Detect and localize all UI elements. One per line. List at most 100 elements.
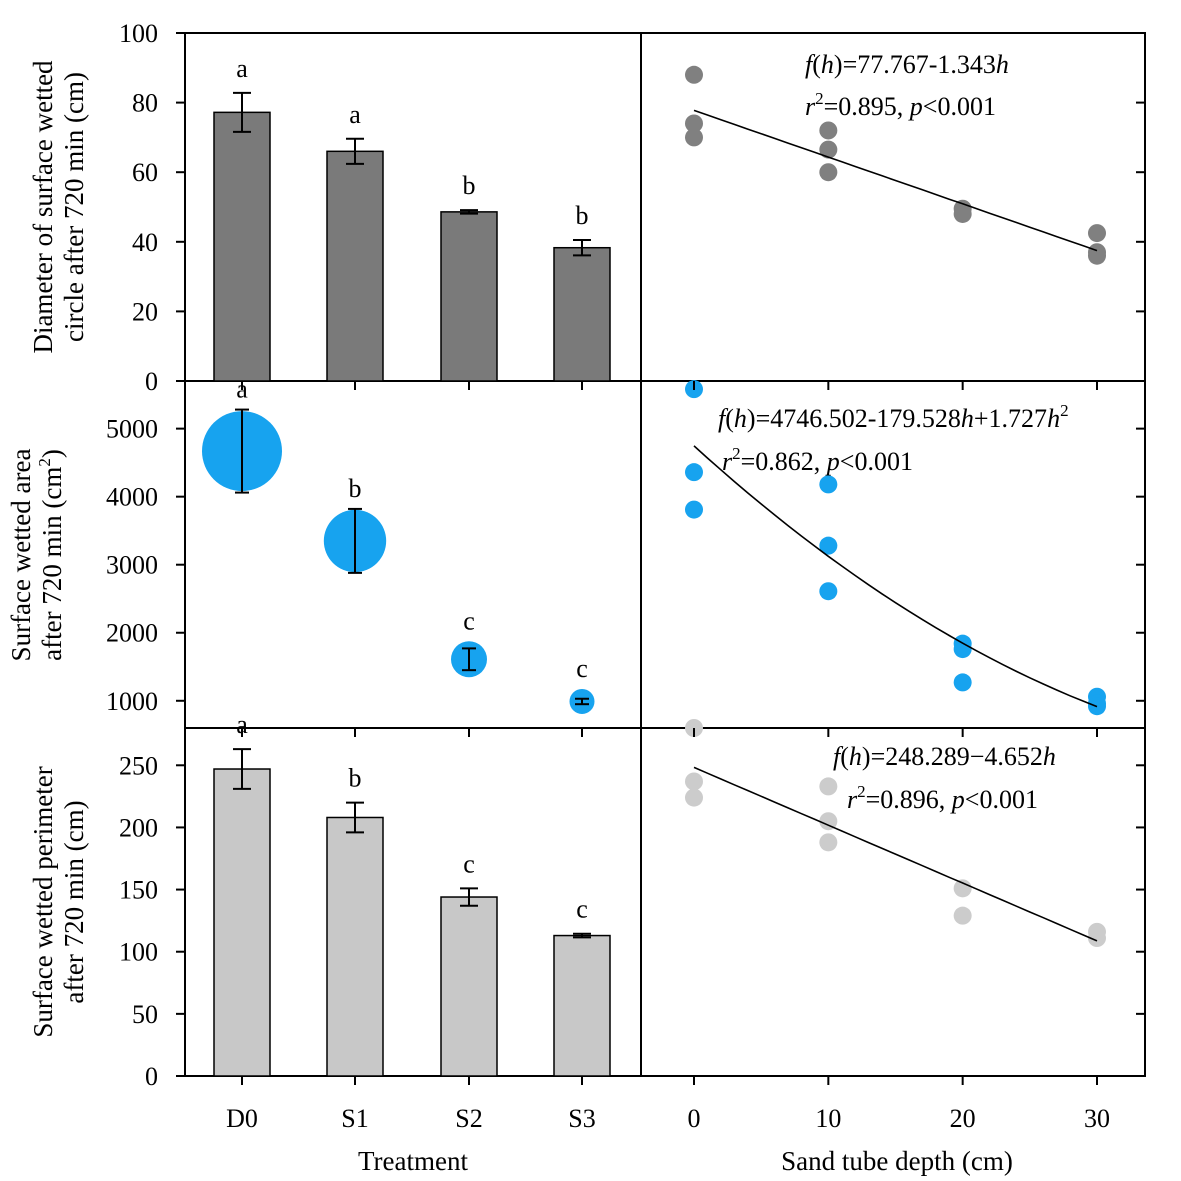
data-point bbox=[819, 812, 838, 831]
data-point bbox=[685, 463, 703, 482]
y-tick-label: 60 bbox=[132, 158, 158, 187]
panel-perimeter-bars: 0 50 100 150 200 250 a b c c bbox=[119, 710, 1145, 1091]
significance-letter: b bbox=[463, 171, 476, 200]
panel-top-right-frame bbox=[640, 32, 1146, 382]
ylabel-area-line2: after 720 min (cm2) bbox=[35, 449, 67, 661]
x-tick-label-depth: 0 bbox=[688, 1104, 701, 1133]
y-tick-label: 50 bbox=[132, 1000, 158, 1029]
significance-letter: a bbox=[236, 710, 248, 739]
significance-letter: b bbox=[349, 764, 362, 793]
ylabel-area: Surface wetted area after 720 min (cm2) bbox=[6, 449, 67, 662]
data-point bbox=[685, 788, 703, 807]
data-point bbox=[1088, 224, 1106, 243]
y-tick-label: 4000 bbox=[106, 483, 158, 512]
ylabel-perimeter-line1: Surface wetted perimeter bbox=[28, 766, 58, 1037]
panel-area-scatter bbox=[685, 380, 1106, 716]
x-tick-label-treatment: S2 bbox=[455, 1104, 482, 1133]
significance-letter: c bbox=[463, 849, 475, 878]
ylabel-diameter: Diameter of surface wetted circle after … bbox=[28, 60, 89, 354]
data-point bbox=[819, 582, 838, 601]
data-point bbox=[819, 777, 838, 796]
ylabel-perimeter-line2: after 720 min (cm) bbox=[59, 800, 89, 1003]
significance-letter: b bbox=[349, 474, 362, 503]
bar bbox=[213, 111, 271, 382]
x-tick-label-depth: 30 bbox=[1084, 1104, 1110, 1133]
data-point bbox=[953, 879, 972, 898]
y-tick-label: 1000 bbox=[106, 687, 158, 716]
bar bbox=[213, 768, 271, 1077]
y-tick-label: 200 bbox=[119, 813, 158, 842]
equation-bottom-formula: f(h)=248.289−4.652h bbox=[833, 742, 1056, 771]
fit-line bbox=[693, 445, 1098, 708]
x-tick-label-treatment: D0 bbox=[226, 1104, 258, 1133]
data-point bbox=[685, 114, 703, 133]
bar bbox=[553, 934, 611, 1077]
data-point bbox=[685, 772, 703, 791]
significance-letter: c bbox=[463, 606, 475, 635]
significance-letter: c bbox=[576, 654, 588, 683]
panel-diameter-bars: 0 20 40 60 80 100 a a b b bbox=[119, 19, 1145, 396]
equation-bottom: f(h)=248.289−4.652h r2=0.896, p<0.001 bbox=[833, 742, 1056, 814]
y-tick-label: 0 bbox=[145, 367, 158, 396]
panel-diameter-scatter bbox=[685, 65, 1106, 265]
shared-x-axes: D0 S1 S2 S3 0 10 20 30 bbox=[226, 381, 1110, 1133]
equation-top-stats: r2=0.895, p<0.001 bbox=[805, 89, 996, 121]
equation-middle-formula: f(h)=4746.502-179.528h+1.727h2 bbox=[718, 401, 1069, 433]
data-point bbox=[819, 140, 838, 159]
y-tick-label: 5000 bbox=[106, 415, 158, 444]
y-tick-label: 3000 bbox=[106, 551, 158, 580]
data-point bbox=[819, 475, 838, 494]
bar bbox=[553, 246, 611, 382]
y-tick-label: 0 bbox=[145, 1062, 158, 1091]
y-tick-label: 2000 bbox=[106, 619, 158, 648]
significance-letter: a bbox=[349, 100, 361, 129]
panel-area-bubbles: 10002000300040005000abcc bbox=[106, 375, 1145, 716]
equation-top-formula: f(h)=77.767-1.343h bbox=[805, 50, 1009, 79]
data-point bbox=[819, 163, 838, 182]
equation-middle-stats: r2=0.862, p<0.001 bbox=[722, 444, 913, 476]
bar bbox=[440, 211, 498, 382]
data-point bbox=[685, 500, 703, 519]
equation-middle: f(h)=4746.502-179.528h+1.727h2 r2=0.862,… bbox=[718, 401, 1069, 476]
x-tick-label-depth: 10 bbox=[815, 1104, 841, 1133]
data-point bbox=[953, 640, 972, 659]
data-point bbox=[953, 906, 972, 925]
data-point bbox=[685, 65, 703, 84]
data-point bbox=[953, 673, 972, 692]
data-point bbox=[685, 128, 703, 147]
y-tick-label: 250 bbox=[119, 751, 158, 780]
ylabel-diameter-line2: circle after 720 min (cm) bbox=[59, 72, 89, 342]
y-tick-label: 100 bbox=[119, 19, 158, 48]
data-point bbox=[819, 833, 838, 852]
data-point bbox=[953, 204, 972, 223]
data-point bbox=[819, 536, 838, 555]
equation-bottom-stats: r2=0.896, p<0.001 bbox=[847, 782, 1038, 814]
data-point bbox=[1088, 246, 1106, 265]
fit-line bbox=[693, 766, 1098, 942]
y-tick-label: 150 bbox=[119, 876, 158, 905]
fit-line bbox=[693, 109, 1098, 252]
ylabel-perimeter: Surface wetted perimeter after 720 min (… bbox=[28, 766, 89, 1037]
panel-bottom-right-frame bbox=[640, 727, 1146, 1077]
panel-perimeter-scatter bbox=[685, 719, 1106, 948]
x-tick-label-treatment: S1 bbox=[341, 1104, 368, 1133]
y-tick-label: 40 bbox=[132, 228, 158, 257]
significance-letter: b bbox=[576, 201, 589, 230]
ylabel-diameter-line1: Diameter of surface wetted bbox=[28, 60, 58, 354]
xlabel-treatment: Treatment bbox=[358, 1146, 468, 1176]
x-tick-label-treatment: S3 bbox=[568, 1104, 595, 1133]
y-tick-label: 20 bbox=[132, 297, 158, 326]
data-point bbox=[1088, 929, 1106, 948]
bar bbox=[326, 150, 384, 382]
ylabel-area-line1: Surface wetted area bbox=[6, 449, 36, 662]
equation-top: f(h)=77.767-1.343h r2=0.895, p<0.001 bbox=[805, 50, 1009, 121]
y-tick-label: 80 bbox=[132, 89, 158, 118]
bar bbox=[326, 816, 384, 1077]
x-tick-label-depth: 20 bbox=[950, 1104, 976, 1133]
data-point bbox=[819, 121, 838, 140]
y-tick-label: 100 bbox=[119, 938, 158, 967]
significance-letter: a bbox=[236, 54, 248, 83]
xlabel-depth: Sand tube depth (cm) bbox=[781, 1146, 1013, 1176]
bar bbox=[440, 896, 498, 1077]
